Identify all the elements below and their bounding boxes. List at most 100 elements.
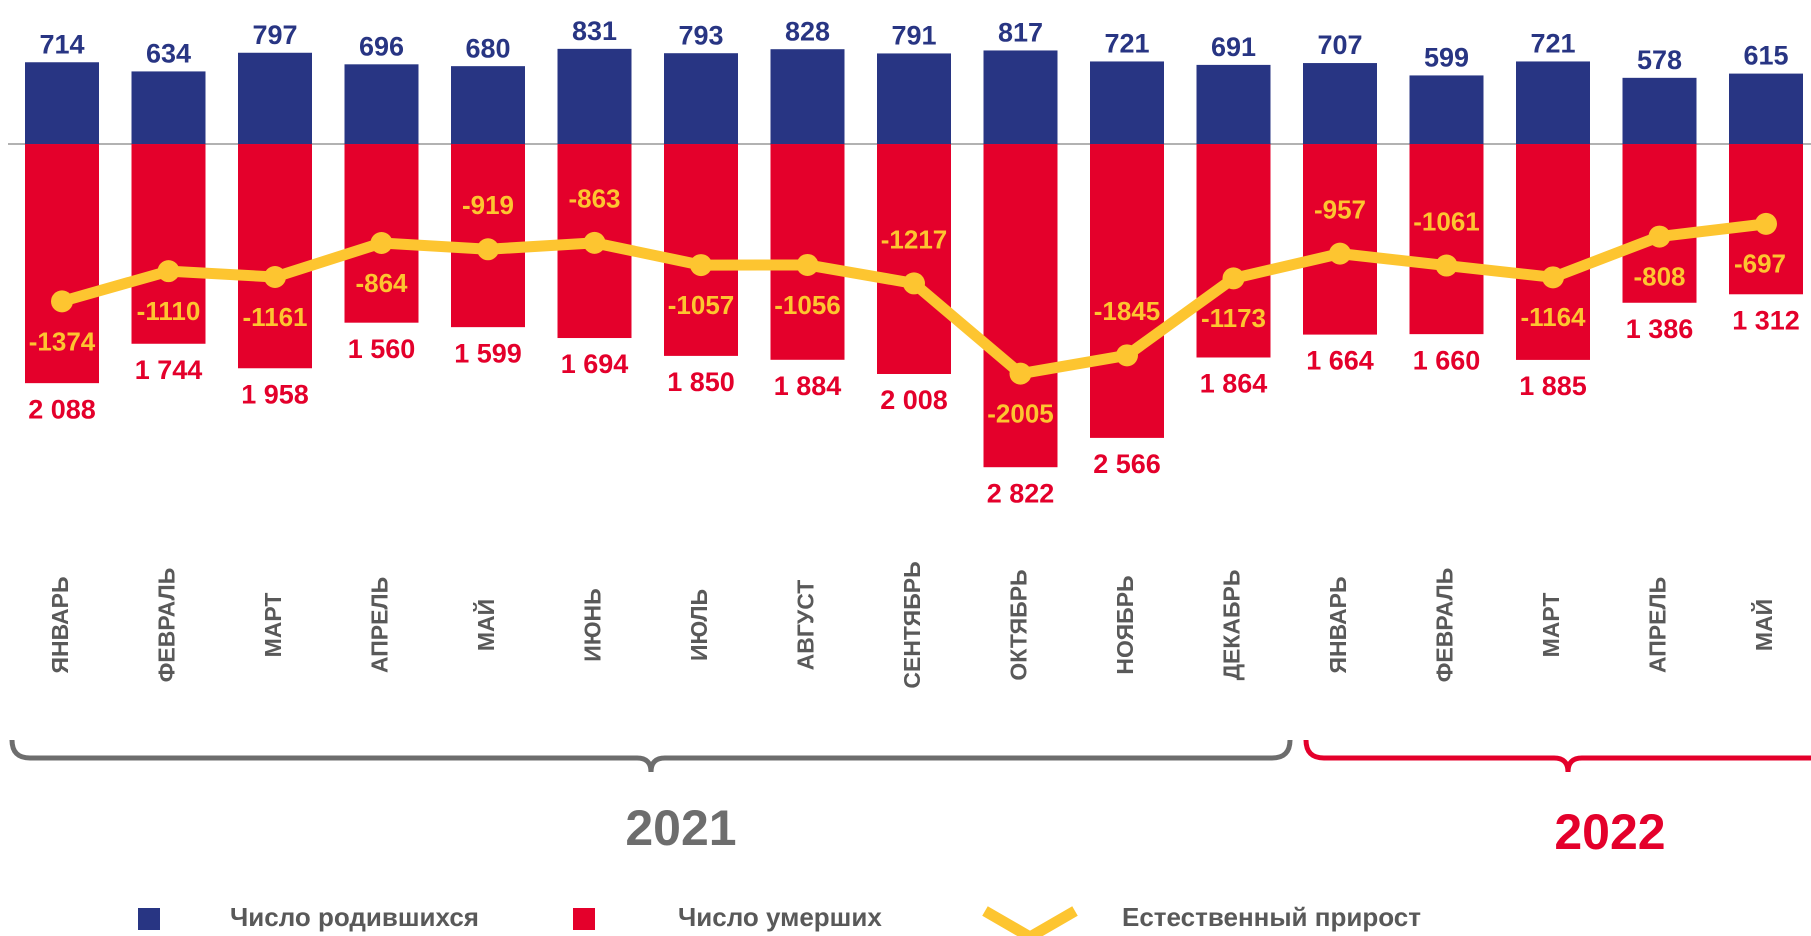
x-tick-label: ФЕВРАЛЬ (1432, 568, 1458, 682)
birth-label: 680 (465, 33, 510, 63)
birth-label: 797 (252, 20, 297, 50)
net-label: -1173 (1201, 303, 1266, 333)
death-bar (1409, 144, 1484, 335)
net-point (1755, 212, 1777, 235)
death-label: 1 884 (774, 371, 842, 401)
birth-bar (131, 71, 206, 145)
birth-label: 828 (785, 16, 830, 46)
death-label: 2 566 (1093, 449, 1161, 479)
net-label: -1056 (774, 290, 841, 320)
birth-bar (1622, 77, 1697, 145)
x-tick-label: ИЮЛЬ (686, 589, 712, 661)
x-tick-label: СЕНТЯБРЬ (899, 561, 925, 688)
x-tick-label: МАЙ (472, 599, 499, 651)
birth-bar (1409, 75, 1484, 145)
legend-swatch (138, 908, 160, 930)
x-tick-label: МАРТ (260, 593, 286, 658)
death-label: 1 694 (561, 349, 629, 379)
net-label: -1217 (881, 224, 948, 254)
x-tick-label: АПРЕЛЬ (367, 577, 393, 673)
death-label: 1 386 (1626, 314, 1694, 344)
net-point (690, 254, 712, 277)
x-tick-label: ЯНВАРЬ (1325, 576, 1351, 673)
net-label: -957 (1314, 195, 1366, 225)
birth-bar (664, 53, 738, 145)
birth-label: 707 (1317, 30, 1362, 60)
net-point (1435, 254, 1458, 277)
birth-label: 721 (1104, 29, 1149, 59)
x-tick-label: МАЙ (1750, 599, 1777, 651)
birth-label: 817 (998, 18, 1043, 48)
birth-bar (344, 64, 419, 145)
net-point (1648, 225, 1671, 248)
net-point (903, 272, 925, 295)
death-bar (1303, 144, 1377, 335)
net-point (1116, 344, 1138, 367)
net-point (796, 253, 819, 276)
death-bar (238, 144, 312, 369)
year-label: 2022 (1554, 804, 1665, 860)
x-tick-label: ДЕКАБРЬ (1219, 570, 1245, 681)
net-point (1329, 242, 1351, 265)
net-label: -2005 (987, 399, 1054, 429)
net-label: -1374 (29, 326, 96, 356)
birth-bar (1196, 64, 1271, 145)
birth-label: 721 (1530, 29, 1575, 59)
net-point (1542, 266, 1564, 289)
birth-label: 714 (39, 29, 84, 59)
birth-label: 578 (1637, 45, 1682, 75)
birth-label: 831 (572, 16, 617, 46)
net-label: -1110 (137, 296, 201, 326)
x-tick-label: ИЮНЬ (580, 588, 606, 661)
death-label: 1 312 (1732, 305, 1800, 335)
birth-label: 696 (359, 31, 404, 61)
death-label: 1 660 (1413, 345, 1481, 375)
net-label: -919 (462, 190, 514, 220)
birth-label: 599 (1424, 43, 1469, 73)
birth-bar (1516, 61, 1590, 145)
death-bar (1090, 144, 1164, 438)
death-bar (131, 144, 206, 344)
death-bar (770, 144, 845, 360)
birth-bar (1090, 61, 1164, 145)
death-label: 1 850 (667, 367, 735, 397)
birth-label: 634 (146, 39, 191, 69)
x-tick-label: МАРТ (1538, 593, 1564, 658)
death-label: 2 088 (28, 394, 96, 424)
death-bar (877, 144, 951, 374)
birth-bar (877, 53, 951, 145)
net-label: -1057 (668, 290, 735, 320)
death-label: 1 664 (1306, 346, 1374, 376)
death-bar (25, 144, 99, 384)
net-point (264, 265, 286, 288)
net-point (477, 238, 499, 261)
net-point (583, 231, 606, 254)
net-label: -863 (568, 184, 620, 214)
net-point (1009, 362, 1032, 385)
death-label: 1 744 (135, 355, 203, 385)
death-label: 1 958 (241, 379, 309, 409)
death-bar (983, 144, 1058, 468)
net-label: -808 (1633, 261, 1685, 291)
year-bracket (9, 739, 1293, 773)
birth-bar (238, 52, 312, 145)
birth-bar (983, 50, 1058, 145)
legend-swatch (573, 908, 595, 930)
x-tick-label: АПРЕЛЬ (1645, 577, 1671, 673)
birth-label: 615 (1743, 41, 1788, 71)
birth-label: 791 (891, 21, 936, 51)
net-label: -697 (1734, 249, 1786, 279)
death-label: 1 560 (348, 334, 416, 364)
legend-label: Естественный прирост (1122, 902, 1421, 932)
death-label: 1 864 (1200, 369, 1268, 399)
net-point (1222, 267, 1245, 290)
x-tick-label: АВГУСТ (793, 580, 819, 671)
net-label: -1161 (242, 302, 307, 332)
net-label: -1845 (1094, 296, 1161, 326)
net-point (157, 260, 180, 283)
birth-bar (1729, 73, 1803, 145)
death-bar (451, 144, 525, 328)
death-bar (1196, 144, 1271, 358)
legend-label: Число родившихся (230, 902, 479, 932)
